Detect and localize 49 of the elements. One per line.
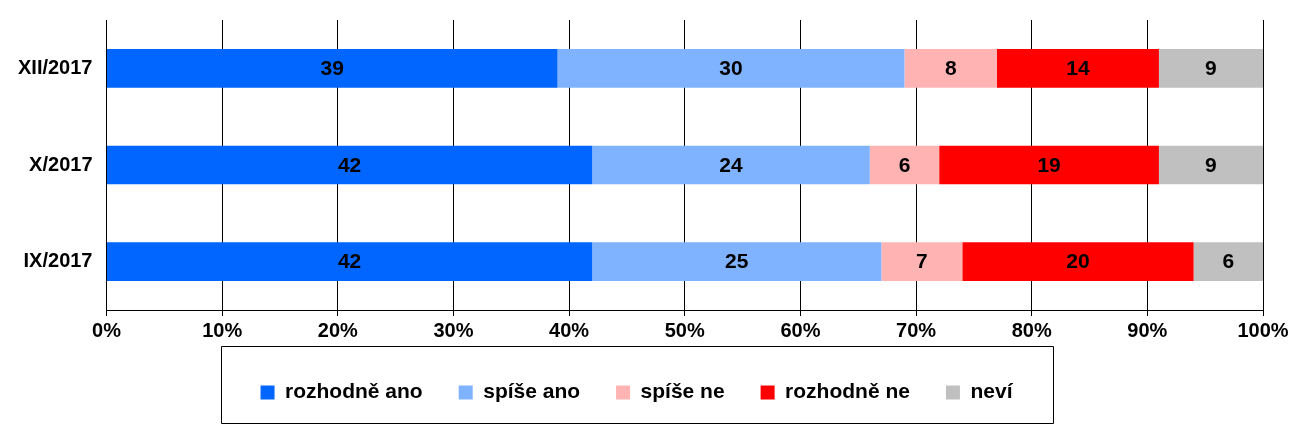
legend-label: spíše ne [640, 379, 725, 403]
bar [997, 49, 1159, 88]
bar [1193, 242, 1263, 281]
bar [107, 49, 558, 88]
data-label: 39 [320, 56, 344, 80]
x-tick-label: 70% [896, 318, 937, 341]
x-tick-label: 40% [549, 318, 590, 341]
data-label: 20 [1066, 249, 1090, 273]
bar [592, 242, 882, 281]
bar [1158, 145, 1263, 185]
data-label: 30 [719, 56, 743, 80]
legend-label: rozhodně ne [785, 379, 910, 403]
x-tick-label: 60% [780, 318, 821, 341]
x-tick-label: 80% [1011, 318, 1052, 341]
x-tick-label: 30% [433, 318, 474, 341]
x-tick-label: 10% [202, 318, 243, 341]
legend-label: neví [970, 379, 1014, 403]
x-tick-label: 50% [664, 318, 705, 341]
data-label: 6 [1222, 249, 1235, 273]
data-label: 8 [944, 56, 957, 80]
legend-label: rozhodně ano [285, 379, 423, 403]
data-label: 6 [898, 152, 911, 176]
bar [904, 49, 998, 88]
data-label: 14 [1066, 56, 1090, 80]
y-tick-label: XII/2017 [17, 55, 93, 78]
y-tick-label: X/2017 [29, 152, 93, 175]
data-label: 7 [915, 249, 928, 273]
bar [592, 145, 870, 185]
data-label: 25 [725, 249, 749, 273]
bar [869, 145, 940, 185]
x-tick-label: 20% [317, 318, 359, 341]
data-label: 42 [337, 249, 362, 273]
legend-label: spíše ano [483, 379, 581, 403]
x-tick-label: 100% [1237, 318, 1289, 341]
x-tick-label: 0% [92, 318, 122, 341]
bar [557, 49, 905, 88]
data-label: 9 [1205, 56, 1217, 80]
data-label: 42 [337, 152, 362, 176]
y-tick-label: IX/2017 [23, 249, 93, 272]
data-label: 9 [1205, 152, 1217, 176]
data-label: 24 [719, 152, 744, 176]
bar [962, 242, 1194, 281]
bar [107, 242, 593, 281]
bar [881, 242, 963, 281]
data-label: 19 [1037, 152, 1061, 176]
x-tick-label: 90% [1127, 318, 1168, 341]
bar [1158, 49, 1263, 88]
bar [107, 145, 593, 185]
bar [939, 145, 1159, 185]
